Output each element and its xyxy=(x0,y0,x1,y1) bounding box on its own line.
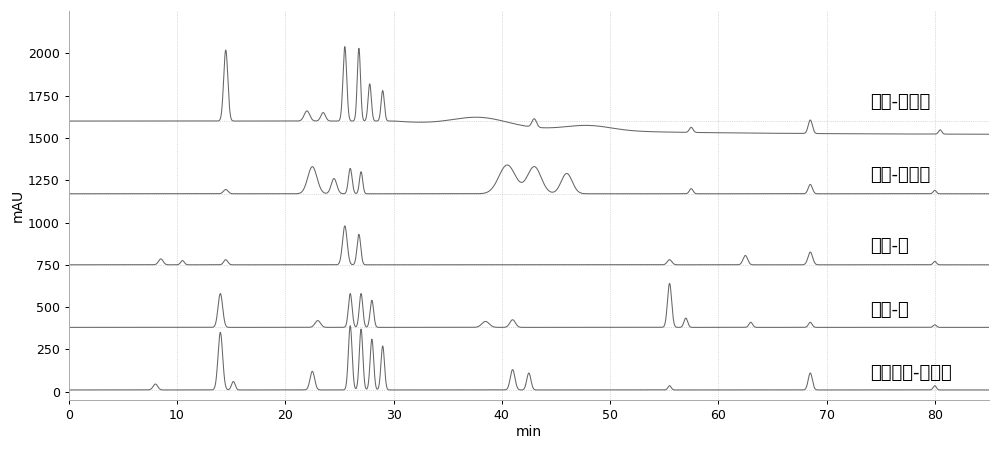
Text: 乙腼-水: 乙腼-水 xyxy=(870,238,909,256)
Text: 甲酸乙腼-甲酸水: 甲酸乙腼-甲酸水 xyxy=(870,364,952,382)
Text: 乙腼-乙酸水: 乙腼-乙酸水 xyxy=(870,166,930,184)
X-axis label: min: min xyxy=(516,425,542,439)
Y-axis label: mAU: mAU xyxy=(11,189,25,222)
Text: 甲醇-水: 甲醇-水 xyxy=(870,301,909,319)
Text: 乙腼-甲酸水: 乙腼-甲酸水 xyxy=(870,93,930,111)
